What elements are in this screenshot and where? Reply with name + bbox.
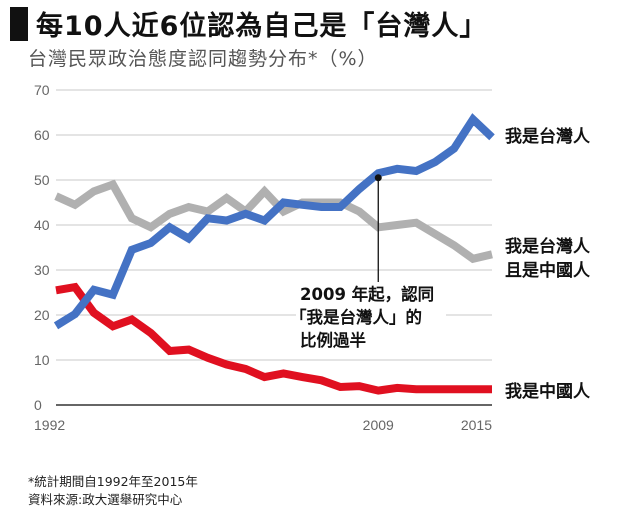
x-tick-label-2015: 2015	[461, 417, 492, 433]
chart-title: 每10人近6位認為自己是「台灣人」	[36, 11, 488, 42]
y-tick-label-0: 0	[34, 397, 42, 413]
annotation-line-2: 「我是台灣人」的	[290, 307, 422, 327]
y-tick-label-50: 50	[34, 172, 50, 188]
annotation-point	[374, 174, 382, 182]
x-tick-label-1992: 1992	[34, 417, 65, 433]
chart-subtitle: 台灣民眾政治態度認同趨勢分布*（%）	[28, 48, 378, 70]
series-label-taiwanese: 我是台灣人	[505, 126, 591, 147]
title-block: 每10人近6位認為自己是「台灣人」	[10, 4, 487, 43]
y-tick-label-20: 20	[34, 307, 50, 323]
y-tick-label-70: 70	[34, 82, 50, 98]
footnote-period: *統計期間自1992年至2015年	[28, 474, 198, 489]
series-label-both-line1: 我是台灣人	[505, 236, 591, 257]
annotation-line-3: 比例過半	[300, 330, 366, 350]
y-tick-label-30: 30	[34, 262, 50, 278]
footnote-source: 資料來源:政大選舉研究中心	[28, 492, 183, 507]
annotation-background	[296, 282, 446, 352]
y-tick-label-10: 10	[34, 352, 50, 368]
series-label-both-line2: 且是中國人	[505, 260, 591, 281]
series-line-2	[55, 282, 492, 395]
x-tick-label-2009: 2009	[363, 417, 394, 433]
y-tick-label-60: 60	[34, 127, 50, 143]
series-label-chinese: 我是中國人	[505, 381, 591, 402]
series-line-1	[54, 179, 493, 264]
series-line-0	[53, 113, 495, 330]
y-tick-label-40: 40	[34, 217, 50, 233]
annotation-line-1: 2009 年起，認同	[300, 284, 434, 304]
title-bar-decoration	[10, 6, 28, 41]
